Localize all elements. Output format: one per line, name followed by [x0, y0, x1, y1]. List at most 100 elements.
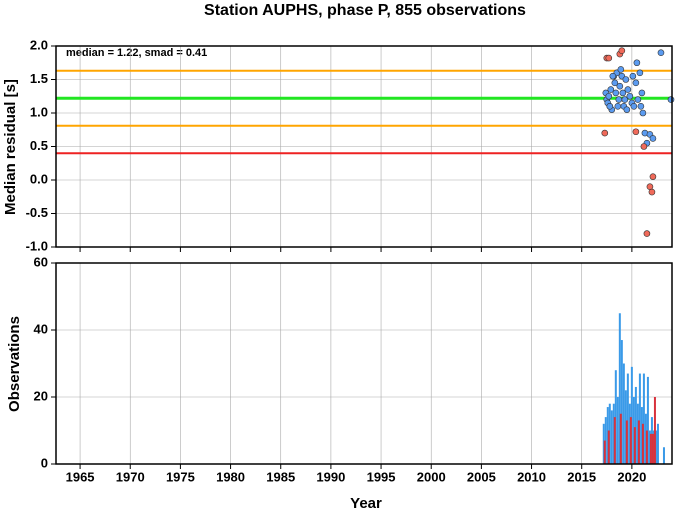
bar: [637, 420, 640, 464]
point: [618, 47, 626, 54]
bar: [613, 417, 616, 464]
y-tick-label: -0.5: [26, 205, 48, 220]
bar: [610, 410, 613, 464]
bar: [620, 340, 623, 464]
y-tick-label: 40: [34, 321, 48, 336]
y-tick-label: 0: [41, 455, 48, 470]
x-tick-label: 1985: [266, 469, 295, 484]
x-tick-label: 2010: [517, 469, 546, 484]
bar: [650, 417, 653, 464]
x-axis-label: Year: [350, 495, 382, 511]
bar: [626, 373, 629, 464]
x-tick-label: 1980: [216, 469, 245, 484]
bar: [649, 433, 652, 464]
y-tick-label: 0.5: [30, 138, 48, 153]
point: [623, 106, 631, 113]
point: [633, 59, 641, 67]
point: [632, 128, 640, 136]
x-tick-label: 2015: [567, 469, 596, 484]
point: [648, 188, 656, 196]
point: [609, 72, 617, 80]
point: [643, 230, 651, 237]
bar: [654, 430, 657, 464]
y-tick-label: 60: [34, 254, 48, 269]
bar: [628, 403, 631, 464]
y-tick-label: 20: [34, 388, 48, 403]
x-tick-label: 1970: [116, 469, 145, 484]
y-tick-label: 2.0: [30, 37, 48, 52]
point: [607, 86, 615, 93]
bar: [606, 407, 609, 464]
point: [649, 135, 657, 142]
bar: [608, 403, 611, 464]
bar: [646, 376, 649, 464]
bar: [618, 313, 621, 464]
bar: [648, 430, 651, 464]
y-tick-label: -1.0: [26, 238, 48, 253]
bar: [614, 370, 617, 464]
bar: [651, 433, 654, 464]
point: [649, 173, 657, 180]
point: [630, 103, 638, 110]
y-tick-label: 1.0: [30, 104, 48, 119]
point: [667, 96, 675, 103]
bar: [632, 397, 635, 464]
annotation: median = 1.22, smad = 0.41: [66, 47, 207, 59]
bar: [629, 417, 632, 464]
point: [640, 143, 648, 150]
plot-frame: [55, 45, 673, 248]
point: [638, 89, 646, 97]
y-axis-label: Observations: [6, 316, 23, 412]
bar: [644, 413, 647, 464]
point: [606, 103, 614, 110]
point: [621, 96, 629, 103]
point: [619, 89, 627, 97]
point: [657, 49, 665, 57]
bar: [645, 430, 648, 464]
bar: [640, 407, 643, 464]
bar: [633, 427, 636, 464]
bar: [625, 420, 628, 464]
point: [611, 79, 619, 87]
point: [614, 103, 622, 110]
point: [616, 82, 624, 90]
y-axis-label: Median residual [s]: [2, 79, 19, 215]
x-tick-label: 1965: [66, 469, 95, 484]
x-tick-label: 1975: [166, 469, 195, 484]
point: [615, 96, 623, 103]
x-tick-label: 2000: [417, 469, 446, 484]
point: [612, 89, 620, 97]
point: [605, 54, 613, 62]
x-tick-label: 1995: [367, 469, 396, 484]
plot-frame: [55, 262, 673, 465]
bar: [612, 403, 615, 464]
bar: [602, 423, 605, 464]
point: [601, 129, 609, 137]
point: [637, 103, 645, 110]
point: [605, 92, 613, 100]
point: [622, 76, 630, 83]
point: [629, 72, 637, 80]
y-tick-label: 1.5: [30, 71, 48, 86]
bar: [622, 363, 625, 464]
point: [639, 109, 647, 117]
bar: [652, 430, 655, 464]
chart-title: Station AUPHS, phase P, 855 observations: [204, 2, 526, 19]
x-tick-label: 1990: [316, 469, 345, 484]
bar: [656, 423, 659, 464]
point: [626, 92, 634, 100]
bar: [603, 440, 606, 464]
bar: [616, 397, 619, 464]
bar: [638, 373, 641, 464]
bar: [653, 397, 656, 464]
bar: [607, 430, 610, 464]
bar: [624, 390, 627, 464]
bar: [619, 413, 622, 464]
point: [617, 66, 625, 73]
bar: [642, 373, 645, 464]
bar: [641, 423, 644, 464]
bar: [630, 366, 633, 464]
y-tick-label: 0.0: [30, 171, 48, 186]
point: [636, 69, 644, 77]
